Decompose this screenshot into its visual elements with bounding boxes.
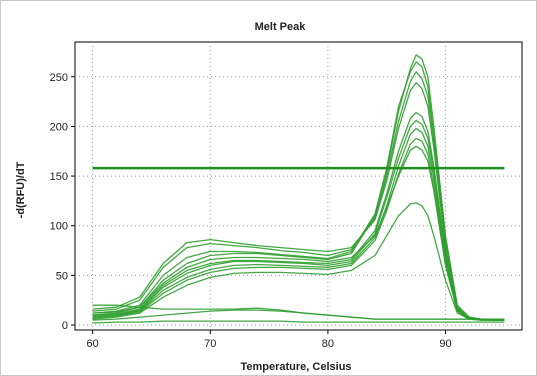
y-tick-label-4: 200 [50, 121, 68, 133]
y-tick-label-3: 150 [50, 171, 68, 183]
x-tick-label-3: 90 [439, 338, 451, 350]
plot-area [74, 41, 523, 331]
y-tick-label-2: 100 [50, 221, 68, 233]
series-line-12 [92, 320, 505, 324]
y-tick-label-5: 250 [50, 72, 68, 84]
x-axis-label: Temperature, Celsius [240, 361, 351, 373]
series-line-11 [92, 309, 505, 321]
series-line-8 [92, 145, 505, 321]
x-tick-label-0: 60 [87, 338, 99, 350]
axis-ticks: 60 70 80 90 0 50 100 150 200 250 [50, 72, 452, 350]
series-group [92, 54, 505, 324]
series-line-9 [92, 202, 505, 321]
x-tick-label-2: 80 [322, 338, 334, 350]
chart-title: Melt Peak [255, 21, 307, 33]
y-tick-label-1: 50 [56, 270, 68, 282]
y-axis-label: -d(RFU)/dT [15, 161, 27, 218]
x-tick-label-1: 70 [204, 338, 216, 350]
y-tick-label-0: 0 [62, 320, 68, 332]
